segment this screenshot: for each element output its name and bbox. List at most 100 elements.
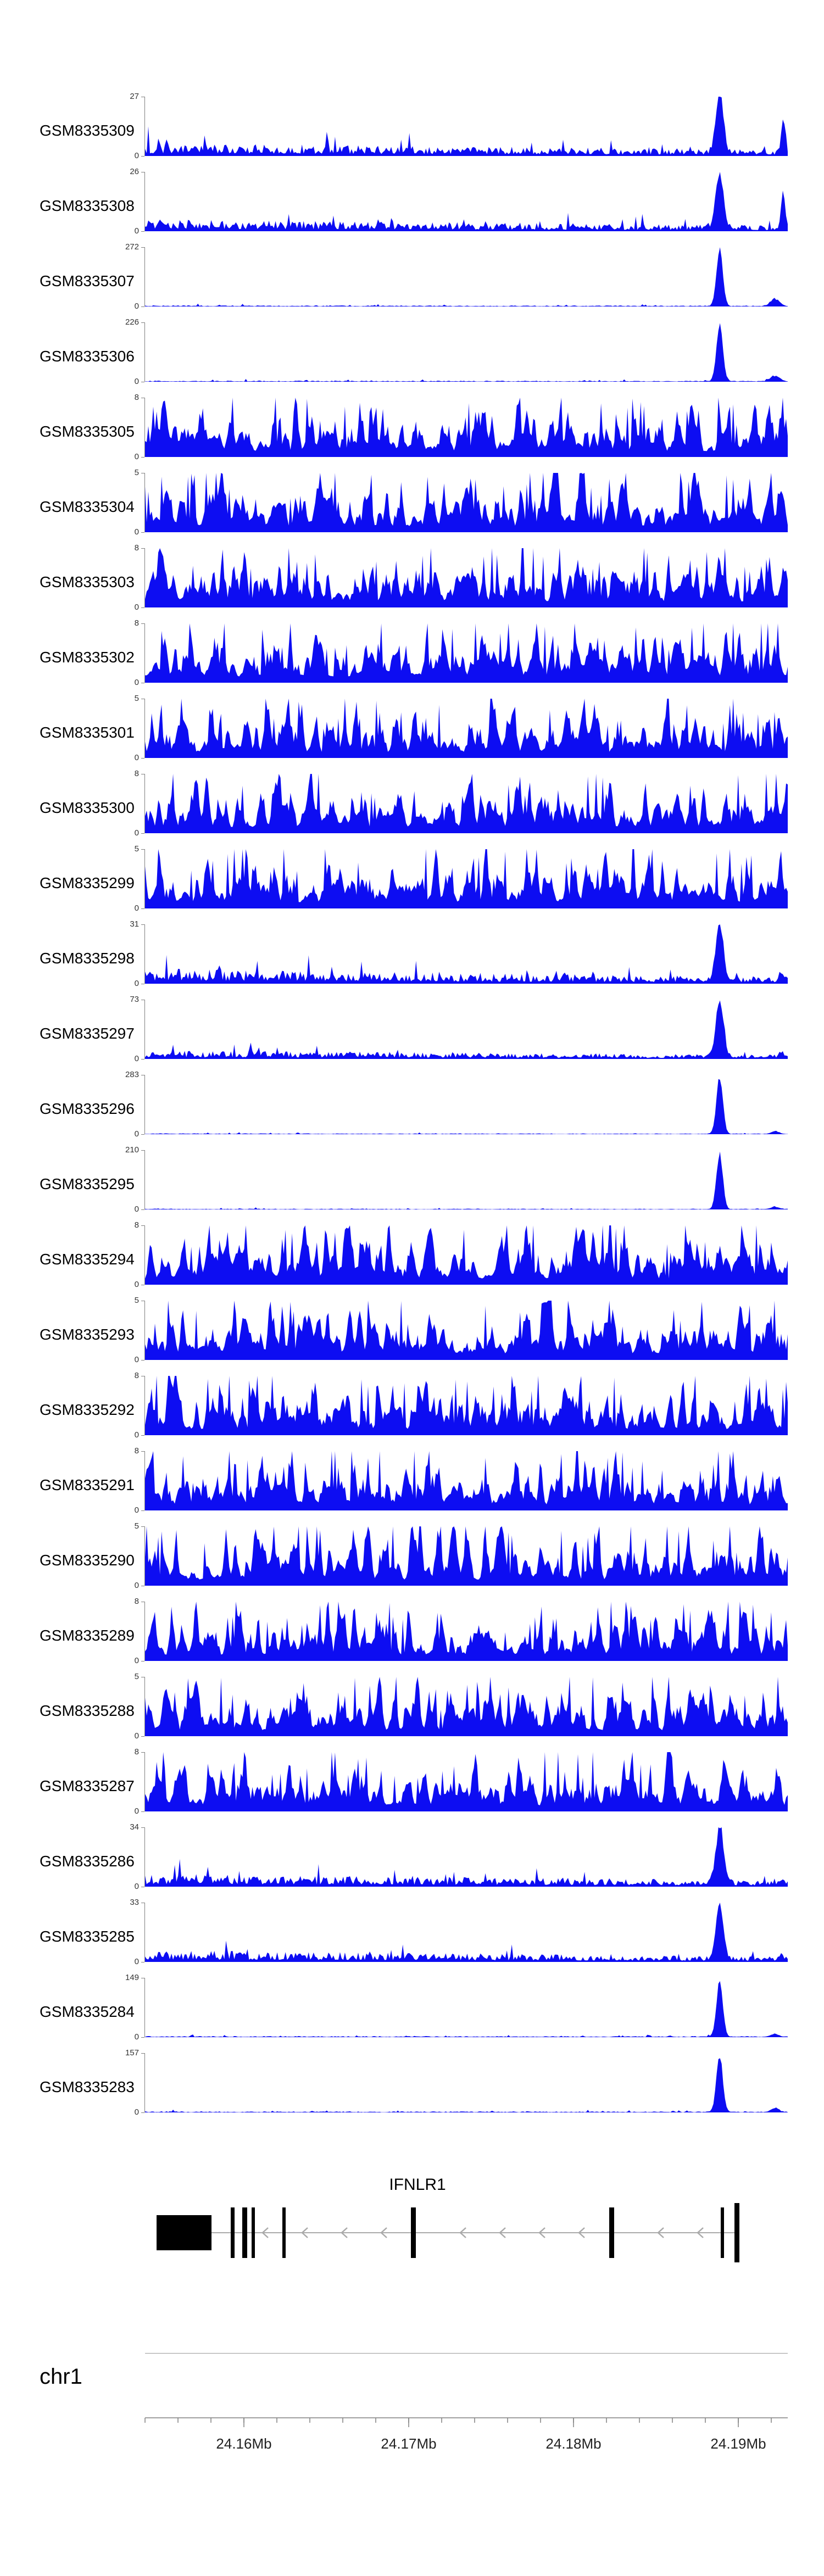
track-y-axis [144,2053,145,2112]
strand-arrow-left-icon [261,2227,269,2238]
chromosome-label: chr1 [40,2365,82,2389]
track-y-axis [144,1903,145,1962]
track-y-axis [144,1978,145,2037]
signal-area [145,1903,788,1962]
track-label: GSM8335296 [40,1100,135,1117]
coverage-track-GSM8335309: GSM8335309 27 0 [0,92,824,169]
track-ymax-label: 73 [130,995,139,1004]
track-ymax-label: 272 [125,242,139,252]
track-ymin-label: 0 [134,377,139,386]
coverage-track-GSM8335286: GSM8335286 34 0 [0,1822,824,1899]
track-ymax-label: 34 [130,1822,139,1832]
coverage-signal [145,1079,788,1134]
track-ymax-label: 27 [130,92,139,101]
coverage-signal [145,323,788,382]
track-y-axis [144,1301,145,1360]
y-axis-tick [141,908,144,909]
track-ymin-label: 0 [134,904,139,913]
signal-area [145,1602,788,1661]
coverage-signal [145,924,788,984]
y-axis-tick [141,1736,144,1737]
track-y-axis [144,548,145,607]
y-axis-tick [141,1360,144,1361]
signal-area [145,1225,788,1285]
track-y-axis [144,1075,145,1134]
track-ymax-label: 283 [125,1070,139,1079]
signal-area [145,1827,788,1887]
track-ymax-label: 5 [134,468,139,477]
coverage-track-GSM8335301: GSM8335301 5 0 [0,694,824,771]
strand-arrow-left-icon [341,2227,348,2238]
coverage-track-GSM8335284: GSM8335284 149 0 [0,1973,824,2050]
coverage-signal [145,1151,788,1209]
track-label: GSM8335300 [40,799,135,816]
track-y-axis [144,774,145,833]
y-axis-tick [141,1510,144,1511]
coverage-track-GSM8335295: GSM8335295 210 0 [0,1146,824,1222]
track-ymax-label: 8 [134,393,139,402]
gene-exon [231,2207,235,2258]
track-label: GSM8335283 [40,2078,135,2095]
track-ymin-label: 0 [134,828,139,838]
coverage-track-GSM8335303: GSM8335303 8 0 [0,543,824,620]
y-axis-tick [141,231,144,232]
track-y-axis [144,97,145,156]
strand-arrow-left-icon [697,2227,704,2238]
track-ymin-label: 0 [134,1205,139,1214]
signal-area [145,1301,788,1360]
track-ymax-label: 5 [134,844,139,854]
coverage-track-GSM8335288: GSM8335288 5 0 [0,1672,824,1749]
coverage-track-GSM8335293: GSM8335293 5 0 [0,1296,824,1373]
track-ymax-label: 8 [134,543,139,553]
strand-arrow-left-icon [499,2227,506,2238]
y-axis-tick [141,833,144,834]
track-label: GSM8335308 [40,197,135,214]
coverage-track-GSM8335304: GSM8335304 5 0 [0,468,824,545]
track-ymin-label: 0 [134,603,139,612]
y-axis-tick [141,1209,144,1210]
track-y-axis [144,849,145,908]
coverage-track-GSM8335283: GSM8335283 157 0 [0,2048,824,2125]
track-ymin-label: 0 [134,1129,139,1139]
track-ymax-label: 8 [134,769,139,778]
track-ymax-label: 226 [125,317,139,327]
track-ymax-label: 149 [125,1973,139,1982]
track-y-axis [144,924,145,984]
signal-area [145,1981,788,2037]
track-label: GSM8335303 [40,573,135,590]
signal-area [145,1079,788,1134]
signal-area [145,97,788,156]
y-axis-tick [141,306,144,307]
track-ymin-label: 0 [134,1581,139,1590]
track-ymin-label: 0 [134,1355,139,1364]
ruler-tick-label: 24.17Mb [381,2435,436,2452]
track-ymax-label: 157 [125,2048,139,2058]
y-axis-tick [141,1150,144,1151]
y-axis-tick [141,1451,144,1452]
track-y-axis [144,1451,145,1510]
coverage-track-GSM8335300: GSM8335300 8 0 [0,769,824,846]
signal-area [145,2058,788,2112]
track-ymin-label: 0 [134,302,139,311]
signal-area [145,548,788,607]
track-ymin-label: 0 [134,1506,139,1515]
track-ymin-label: 0 [134,678,139,687]
coverage-signal [145,1301,788,1360]
track-ymax-label: 8 [134,1747,139,1757]
track-ymin-label: 0 [134,2032,139,2042]
y-axis-tick [141,849,144,850]
signal-area [145,623,788,683]
track-ymax-label: 31 [130,919,139,929]
track-y-axis [144,1000,145,1059]
signal-area [145,1451,788,1510]
y-axis-tick [141,457,144,458]
y-axis-tick [141,758,144,759]
signal-area [145,1752,788,1811]
y-axis-tick [141,247,144,248]
coverage-signal [145,2058,788,2112]
genome-axis-ruler: 24.16Mb 24.17Mb 24.18Mb 24.19Mb [144,2417,788,2452]
coverage-signal [145,398,788,457]
strand-arrow-left-icon [301,2227,308,2238]
y-axis-tick [141,1134,144,1135]
track-y-axis [144,473,145,532]
